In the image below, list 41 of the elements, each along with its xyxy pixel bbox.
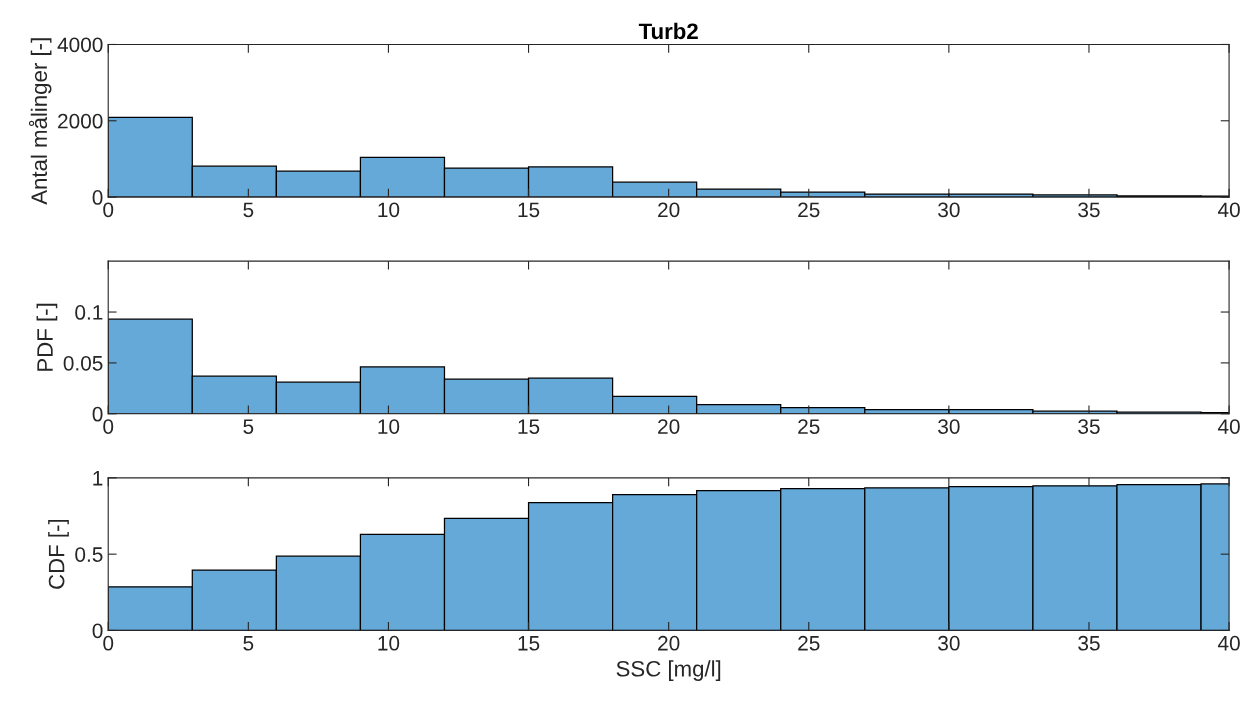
x-tick-label: 25 — [798, 202, 820, 218]
x-tick-label: 15 — [518, 636, 540, 651]
x-tick-label: 25 — [798, 419, 820, 434]
x-tick-label: 30 — [938, 635, 960, 651]
x-tick-label: 10 — [378, 202, 400, 218]
x-tick-label: 25 — [798, 635, 820, 651]
x-tick-label: 15 — [518, 202, 540, 218]
x-tick-label: 0 — [103, 202, 114, 218]
x-tick-label: 35 — [1078, 419, 1100, 434]
y-tick-label: 0 — [92, 623, 103, 639]
x-tick-label: 0 — [103, 419, 114, 434]
x-tick-label: 10 — [378, 635, 400, 651]
y-tick-label: 0.5 — [75, 547, 103, 562]
y-tick-label: 0 — [92, 190, 103, 205]
x-tick-label: 30 — [938, 202, 960, 218]
chart-title: Turb2 — [638, 22, 698, 40]
y-tick-label: 1 — [93, 471, 103, 486]
x-tick-label: 30 — [938, 419, 960, 434]
x-tick-label: 5 — [243, 202, 254, 218]
x-tick-label: 5 — [243, 419, 254, 434]
y-tick-label: 0.1 — [75, 305, 103, 320]
y-tick-label: 4000 — [57, 37, 103, 53]
x-tick-label: 15 — [518, 419, 540, 434]
x-axis-title: SSC [mg/l] — [616, 660, 721, 682]
x-tick-label: 35 — [1078, 202, 1100, 218]
x-tick-label: 35 — [1078, 635, 1100, 651]
x-tick-label: 20 — [658, 419, 680, 434]
x-tick-label: 0 — [103, 635, 114, 651]
x-tick-label: 40 — [1217, 419, 1240, 434]
x-tick-label: 20 — [658, 635, 680, 651]
x-tick-label: 40 — [1217, 635, 1240, 651]
y-tick-label: 0.05 — [63, 355, 103, 371]
y-tick-label: 2000 — [58, 113, 103, 129]
x-tick-label: 40 — [1217, 202, 1240, 218]
y-axis-title: Antal målinger [-] — [28, 38, 52, 205]
x-tick-label: 10 — [378, 419, 400, 434]
y-axis-title: CDF [-] — [48, 519, 69, 589]
y-tick-label: 0 — [92, 406, 103, 422]
y-axis-title: PDF [-] — [36, 303, 58, 371]
x-tick-label: 5 — [243, 636, 254, 651]
x-tick-label: 20 — [658, 202, 680, 218]
